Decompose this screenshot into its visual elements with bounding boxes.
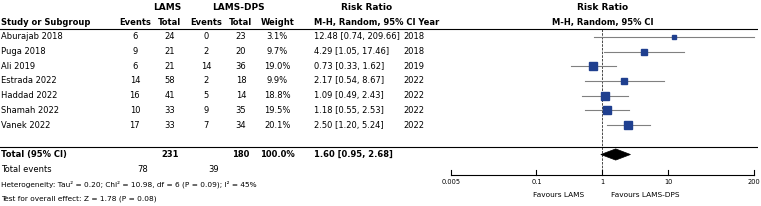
Text: Favours LAMS-DPS: Favours LAMS-DPS	[611, 192, 680, 198]
Text: Puga 2018: Puga 2018	[1, 47, 46, 56]
Text: 3.1%: 3.1%	[266, 32, 288, 41]
Text: 100.0%: 100.0%	[260, 150, 295, 159]
Text: 24: 24	[164, 32, 175, 41]
Text: 4.29 [1.05, 17.46]: 4.29 [1.05, 17.46]	[314, 47, 390, 56]
Text: 2019: 2019	[404, 62, 425, 71]
Text: 0.73 [0.33, 1.62]: 0.73 [0.33, 1.62]	[314, 62, 384, 71]
Text: 2: 2	[203, 47, 209, 56]
Text: 36: 36	[236, 62, 247, 71]
Text: 33: 33	[164, 121, 175, 130]
Text: Study or Subgroup: Study or Subgroup	[1, 18, 90, 27]
Text: M-H, Random, 95% CI: M-H, Random, 95% CI	[552, 18, 653, 27]
Text: 2022: 2022	[404, 91, 425, 100]
Text: 14: 14	[201, 62, 212, 71]
Text: 33: 33	[164, 106, 175, 115]
Text: Total: Total	[229, 18, 253, 27]
Text: Heterogeneity: Tau² = 0.20; Chi² = 10.98, df = 6 (P = 0.09); I² = 45%: Heterogeneity: Tau² = 0.20; Chi² = 10.98…	[1, 180, 256, 188]
Text: Favours LAMS: Favours LAMS	[533, 192, 584, 198]
Text: 2022: 2022	[404, 76, 425, 85]
Text: 14: 14	[236, 91, 246, 100]
Text: Events: Events	[190, 18, 222, 27]
Text: 35: 35	[236, 106, 247, 115]
Text: 20: 20	[236, 47, 246, 56]
Text: 58: 58	[164, 76, 175, 85]
Text: 231: 231	[161, 150, 178, 159]
Text: Test for overall effect: Z = 1.78 (P = 0.08): Test for overall effect: Z = 1.78 (P = 0…	[1, 195, 156, 202]
Text: Events: Events	[119, 18, 151, 27]
Text: 5: 5	[203, 91, 209, 100]
Text: 1: 1	[600, 179, 604, 185]
Text: 20.1%: 20.1%	[264, 121, 291, 130]
Text: 9: 9	[203, 106, 209, 115]
Text: 200: 200	[747, 179, 760, 185]
Text: 9.7%: 9.7%	[266, 47, 288, 56]
Text: 21: 21	[164, 47, 175, 56]
Text: Total: Total	[158, 18, 181, 27]
Text: Ali 2019: Ali 2019	[1, 62, 35, 71]
Text: LAMS-DPS: LAMS-DPS	[212, 3, 265, 12]
Text: 23: 23	[236, 32, 247, 41]
Text: 7: 7	[203, 121, 209, 130]
Text: 16: 16	[129, 91, 140, 100]
Text: M-H, Random, 95% CI Year: M-H, Random, 95% CI Year	[314, 18, 440, 27]
Text: 19.0%: 19.0%	[264, 62, 291, 71]
Text: 1.60 [0.95, 2.68]: 1.60 [0.95, 2.68]	[314, 150, 393, 159]
Text: Weight: Weight	[260, 18, 295, 27]
Text: 1.09 [0.49, 2.43]: 1.09 [0.49, 2.43]	[314, 91, 384, 100]
Text: Total (95% CI): Total (95% CI)	[1, 150, 67, 159]
Text: Risk Ratio: Risk Ratio	[577, 3, 628, 12]
Text: 18: 18	[236, 76, 247, 85]
Text: Estrada 2022: Estrada 2022	[1, 76, 56, 85]
Text: 18.8%: 18.8%	[264, 91, 291, 100]
Text: Total events: Total events	[1, 165, 52, 174]
Text: 2022: 2022	[404, 106, 425, 115]
Text: 21: 21	[164, 62, 175, 71]
Text: 2022: 2022	[404, 121, 425, 130]
Text: 14: 14	[129, 76, 140, 85]
Text: Vanek 2022: Vanek 2022	[1, 121, 50, 130]
Text: 9.9%: 9.9%	[266, 76, 288, 85]
Text: 2018: 2018	[404, 32, 425, 41]
Text: 6: 6	[132, 32, 138, 41]
Text: 17: 17	[129, 121, 140, 130]
Text: 180: 180	[232, 150, 250, 159]
Text: 19.5%: 19.5%	[264, 106, 291, 115]
Text: LAMS: LAMS	[153, 3, 182, 12]
Text: 6: 6	[132, 62, 138, 71]
Text: 0.005: 0.005	[441, 179, 460, 185]
Polygon shape	[600, 149, 630, 160]
Text: 2.17 [0.54, 8.67]: 2.17 [0.54, 8.67]	[314, 76, 384, 85]
Text: Shamah 2022: Shamah 2022	[1, 106, 59, 115]
Text: 9: 9	[132, 47, 138, 56]
Text: 78: 78	[137, 165, 148, 174]
Text: 2.50 [1.20, 5.24]: 2.50 [1.20, 5.24]	[314, 121, 384, 130]
Text: Haddad 2022: Haddad 2022	[1, 91, 57, 100]
Text: 41: 41	[164, 91, 175, 100]
Text: Aburajab 2018: Aburajab 2018	[1, 32, 62, 41]
Text: Risk Ratio: Risk Ratio	[341, 3, 392, 12]
Text: 1.18 [0.55, 2.53]: 1.18 [0.55, 2.53]	[314, 106, 384, 115]
Text: 12.48 [0.74, 209.66]: 12.48 [0.74, 209.66]	[314, 32, 400, 41]
Text: 0.1: 0.1	[531, 179, 542, 185]
Text: 10: 10	[129, 106, 140, 115]
Text: 2018: 2018	[404, 47, 425, 56]
Text: 39: 39	[209, 165, 219, 174]
Text: 10: 10	[664, 179, 672, 185]
Text: 2: 2	[203, 76, 209, 85]
Text: 34: 34	[236, 121, 247, 130]
Text: 0: 0	[203, 32, 209, 41]
